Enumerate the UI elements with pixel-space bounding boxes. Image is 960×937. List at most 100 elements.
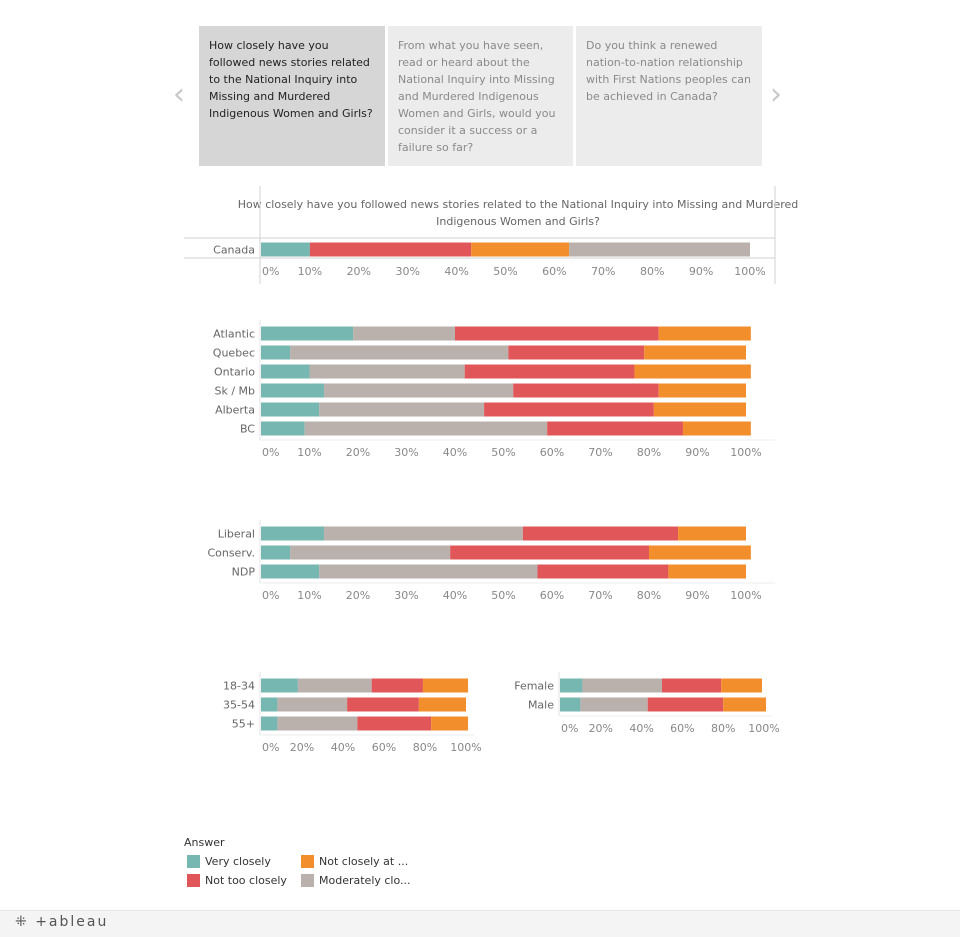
- bar-female-very-closely: [560, 678, 583, 693]
- row-label-atlantic: Atlantic: [213, 328, 255, 341]
- x-tick-label: 60%: [670, 722, 694, 735]
- row-label-alberta: Alberta: [215, 404, 255, 417]
- legend-item-moderately-closely[interactable]: Moderately clo...: [301, 874, 411, 887]
- bar-male-not-too-closely: [647, 697, 724, 712]
- x-tick-label: 0%: [262, 589, 279, 602]
- x-tick-label: 0%: [561, 722, 578, 735]
- gender-chart: Female Male 0% 20% 40% 60% 80% 100%: [514, 672, 780, 735]
- x-tick-label: 10%: [297, 589, 321, 602]
- footer-bar: [0, 910, 960, 937]
- x-tick-label: 100%: [734, 265, 765, 278]
- legend-item-not-closely-at-all[interactable]: Not closely at ...: [301, 855, 408, 868]
- x-tick-label: 80%: [711, 722, 735, 735]
- story-point-1-text: How closely have you followed news stori…: [209, 39, 373, 120]
- bar-atlantic-not-too-closely: [455, 326, 659, 341]
- x-tick-label: 80%: [637, 589, 661, 602]
- x-tick-label: 20%: [589, 722, 613, 735]
- x-tick-label: 40%: [443, 589, 467, 602]
- bar-conserv-not-closely-at-all: [649, 545, 751, 560]
- previous-story-arrow-icon[interactable]: ‹: [173, 77, 185, 112]
- story-point-1[interactable]: How closely have you followed news stori…: [199, 26, 385, 166]
- story-point-3[interactable]: Do you think a renewed nation-to-nation …: [576, 26, 762, 166]
- x-tick-label: 20%: [346, 446, 370, 459]
- x-tick-label: 0%: [262, 265, 279, 278]
- bar-atlantic-moderately-closely: [353, 326, 455, 341]
- row-label-liberal: Liberal: [218, 528, 255, 541]
- bar-ontario-not-too-closely: [464, 364, 635, 379]
- bar-atlantic-not-closely-at-all: [658, 326, 751, 341]
- next-story-arrow-icon[interactable]: ›: [770, 77, 782, 112]
- legend: Answer: [184, 836, 225, 853]
- legend-label: Very closely: [205, 855, 271, 868]
- row-label-conserv: Conserv.: [207, 547, 255, 560]
- bar-bc-not-closely-at-all: [682, 421, 751, 436]
- bar-18-34-very-closely: [261, 678, 298, 693]
- bar-bc-not-too-closely: [547, 421, 683, 436]
- bar-55-not-too-closely: [357, 716, 432, 731]
- row-label-ndp: NDP: [232, 566, 256, 579]
- bar-canada-very-closely: [261, 242, 310, 257]
- legend-label: Moderately clo...: [319, 874, 411, 887]
- x-tick-label: 0%: [262, 741, 279, 754]
- bar-canada-not-too-closely: [309, 242, 472, 257]
- bar-liberal-very-closely: [261, 526, 325, 541]
- bar-sk-mb-moderately-closely: [324, 383, 514, 398]
- legend-item-not-too-closely[interactable]: Not too closely: [187, 874, 287, 887]
- x-tick-label: 40%: [443, 446, 467, 459]
- bar-ndp-not-closely-at-all: [668, 564, 746, 579]
- x-tick-label: 60%: [540, 589, 564, 602]
- bar-liberal-not-closely-at-all: [678, 526, 746, 541]
- x-tick-label: 50%: [491, 446, 515, 459]
- bar-quebec-moderately-closely: [290, 345, 509, 360]
- legend-label: Not too closely: [205, 874, 287, 887]
- x-tick-label: 60%: [542, 265, 566, 278]
- bar-female-not-too-closely: [662, 678, 722, 693]
- bar-conserv-not-too-closely: [450, 545, 649, 560]
- row-label-bc: BC: [240, 423, 255, 436]
- bar-sk-mb-not-closely-at-all: [658, 383, 746, 398]
- tableau-logo[interactable]: ⁜ +ableau: [15, 914, 108, 930]
- bar-18-34-moderately-closely: [297, 678, 372, 693]
- bar-ontario-not-closely-at-all: [634, 364, 751, 379]
- bar-canada-not-closely-at-all: [471, 242, 570, 257]
- x-tick-label: 30%: [394, 446, 418, 459]
- legend-item-very-closely[interactable]: Very closely: [187, 855, 271, 868]
- story-point-2[interactable]: From what you have seen, read or heard a…: [388, 26, 573, 166]
- x-tick-label: 10%: [298, 265, 322, 278]
- bar-female-moderately-closely: [582, 678, 662, 693]
- x-tick-label: 70%: [588, 589, 612, 602]
- bar-bc-very-closely: [261, 421, 305, 436]
- x-tick-label: 30%: [394, 589, 418, 602]
- tableau-logo-icon: ⁜: [15, 914, 29, 930]
- bar-35-54-very-closely: [261, 697, 278, 712]
- x-tick-label: 70%: [588, 446, 612, 459]
- row-label-male: Male: [528, 699, 554, 712]
- bar-quebec-not-closely-at-all: [644, 345, 746, 360]
- legend-title: Answer: [184, 836, 225, 849]
- chart-title-line-1: How closely have you followed news stori…: [238, 198, 799, 211]
- x-tick-label: 20%: [290, 741, 314, 754]
- bar-female-not-closely-at-all: [721, 678, 762, 693]
- legend-swatch: [187, 874, 200, 887]
- x-tick-label: 100%: [748, 722, 779, 735]
- bar-alberta-not-too-closely: [484, 402, 654, 417]
- row-label-35-54: 35-54: [223, 699, 255, 712]
- x-tick-label: 50%: [491, 589, 515, 602]
- bar-sk-mb-not-too-closely: [513, 383, 659, 398]
- bar-male-not-closely-at-all: [723, 697, 767, 712]
- bar-quebec-not-too-closely: [508, 345, 645, 360]
- bar-35-54-not-closely-at-all: [418, 697, 466, 712]
- x-tick-label: 90%: [689, 265, 713, 278]
- x-tick-label: 80%: [637, 446, 661, 459]
- row-label-ontario: Ontario: [214, 366, 255, 379]
- x-tick-label: 80%: [413, 741, 437, 754]
- x-tick-label: 70%: [591, 265, 615, 278]
- bar-alberta-moderately-closely: [319, 402, 485, 417]
- bar-55-very-closely: [261, 716, 278, 731]
- x-tick-label: 20%: [347, 265, 371, 278]
- row-label-quebec: Quebec: [213, 347, 255, 360]
- bar-male-moderately-closely: [580, 697, 648, 712]
- x-tick-label: 90%: [685, 589, 709, 602]
- x-tick-label: 0%: [262, 446, 279, 459]
- legend-swatch: [301, 855, 314, 868]
